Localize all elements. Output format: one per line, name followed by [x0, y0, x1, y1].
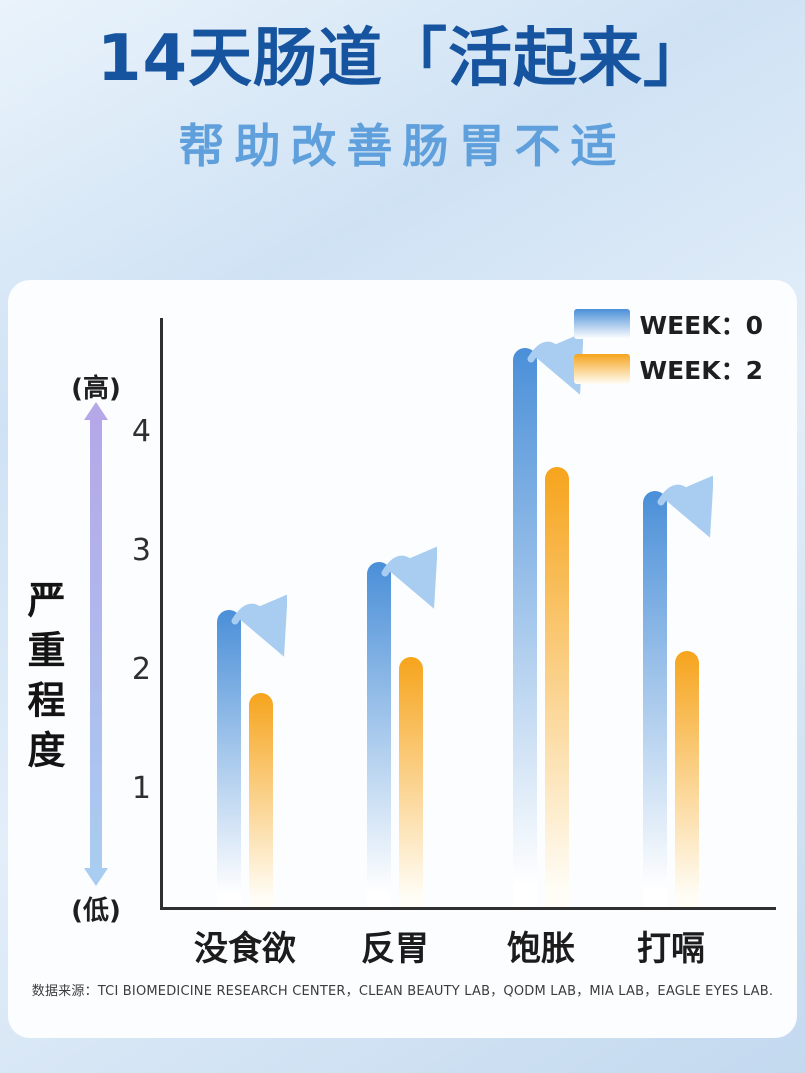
bar-week2: [399, 657, 423, 907]
legend-swatch-week0-icon: [573, 309, 630, 339]
x-category-label: 饱胀: [507, 929, 575, 969]
legend-item-week2: WEEK：2: [573, 351, 764, 387]
page-title: 14天肠道「活起来」: [96, 22, 709, 96]
x-category-label: 没食欲: [194, 929, 296, 969]
legend: WEEK：0 WEEK：2: [573, 306, 764, 387]
bar-week0: [367, 561, 391, 907]
bar-week2: [675, 651, 699, 907]
x-category-label: 反胃: [361, 929, 429, 969]
bar-week2: [545, 466, 569, 907]
data-source-note: 数据来源：TCI BIOMEDICINE RESEARCH CENTER，CLE…: [31, 984, 774, 999]
bar-week0: [513, 347, 537, 907]
y-axis-low-label: (低): [71, 896, 121, 926]
bar-week0: [217, 609, 241, 907]
y-tick-label: 1: [131, 771, 151, 806]
decrease-arrow-icon: [657, 474, 713, 538]
bar-week0: [643, 490, 667, 907]
y-axis-high-label: (高): [71, 374, 121, 404]
decrease-arrow-icon: [527, 331, 583, 395]
chart-plot: 1 2 3 4 没食欲 反胃 饱胀 打嗝: [132, 318, 776, 969]
severity-arrow-shaft: [90, 417, 102, 871]
legend-swatch-week2-icon: [573, 354, 630, 384]
severity-gradient-arrow-icon: [84, 402, 108, 886]
decrease-arrow-icon: [231, 593, 287, 657]
y-tick-label: 2: [131, 652, 151, 687]
decrease-arrow-icon: [381, 546, 437, 609]
header: 14天肠道「活起来」 帮助改善肠胃不适: [0, 0, 805, 176]
legend-label-week2: WEEK：2: [639, 356, 764, 385]
legend-item-week0: WEEK：0: [573, 306, 764, 342]
legend-label-week0: WEEK：0: [639, 311, 764, 340]
y-tick-label: 4: [131, 414, 151, 449]
page-subtitle: 帮助改善肠胃不适: [178, 119, 627, 174]
y-axis-title: 严重程度: [21, 580, 65, 780]
x-category-label: 打嗝: [637, 929, 705, 969]
bar-week2: [249, 692, 273, 907]
chart-card: WEEK：0 WEEK：2 严重程度 (高) (低) 1 2 3 4 没食欲 反胃 饱胀 打嗝…: [8, 280, 797, 1038]
y-tick-label: 3: [131, 533, 151, 568]
